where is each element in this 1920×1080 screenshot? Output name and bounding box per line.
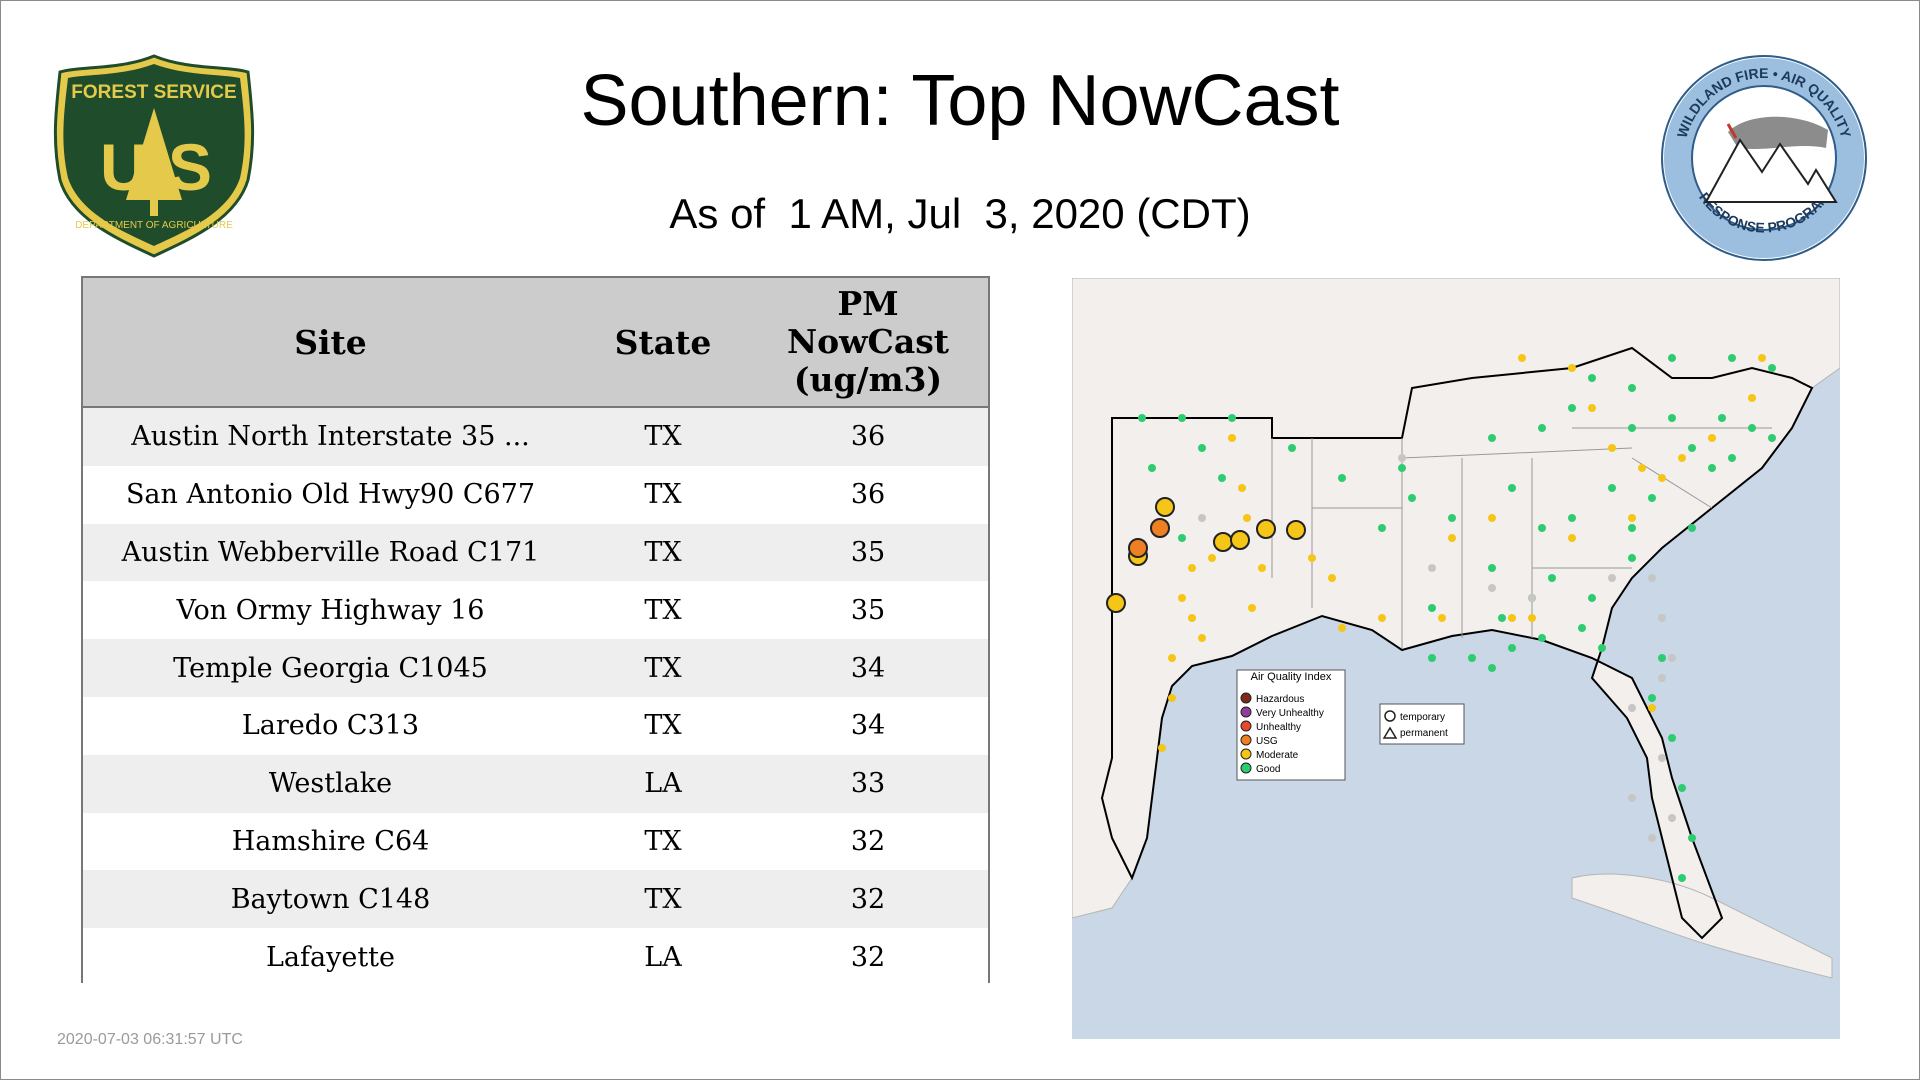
cell-state: TX [644, 421, 682, 453]
top-sites-markers [1106, 497, 1306, 613]
table-row: Temple Georgia C1045 TX 34 [83, 639, 988, 697]
table-row: Lafayette LA 32 [83, 928, 988, 986]
table-row: Austin North Interstate 35 ... TX 36 [83, 408, 988, 466]
cell-state: TX [644, 883, 682, 915]
table-header: Site State PM NowCast (ug/m3) [83, 278, 988, 408]
cell-site: Temple Georgia C1045 [173, 652, 488, 684]
header-pm-nowcast: PM NowCast (ug/m3) [748, 285, 988, 399]
legend-hazardous: Hazardous [1256, 694, 1304, 705]
wildland-fire-air-quality-logo: WILDLAND FIRE • AIR QUALITY RESPONSE PRO… [1661, 55, 1867, 261]
forest-service-logo: U S FOREST SERVICE DEPARTMENT OF AGRICUL… [53, 54, 255, 258]
legend-very-unhealthy: Very Unhealthy [1256, 708, 1324, 719]
good-sites [1138, 354, 1776, 882]
cell-state: TX [644, 594, 682, 626]
header-pm-line2: NowCast [786, 322, 950, 361]
logo-letter-u: U [100, 130, 148, 204]
cell-site: Lafayette [265, 941, 396, 973]
cell-site: Hamshire C64 [231, 825, 430, 857]
cell-pm: 36 [850, 479, 886, 511]
cell-site: San Antonio Old Hwy90 C677 [125, 479, 536, 511]
cell-state: TX [644, 536, 682, 568]
cell-site: Laredo C313 [241, 710, 420, 742]
cell-pm: 33 [850, 768, 886, 800]
cell-state: TX [644, 825, 682, 857]
table-row: Westlake LA 33 [83, 754, 988, 813]
cell-state: LA [644, 941, 682, 973]
header-pm-line1: PM [837, 284, 899, 323]
cell-pm: 32 [850, 941, 886, 973]
cell-pm: 32 [850, 883, 886, 915]
legend-good: Good [1256, 764, 1280, 775]
header-state: State [614, 322, 712, 362]
cell-site: Von Ormy Highway 16 [176, 594, 485, 626]
legend-title: Air Quality Index [1251, 671, 1332, 683]
table-row: Austin Webberville Road C171 TX 35 [83, 523, 988, 582]
air-quality-map: Air Quality Index Hazardous Very Unhealt… [1072, 278, 1840, 1039]
cell-site: Baytown C148 [230, 883, 431, 915]
shape-legend-temporary: temporary [1400, 712, 1445, 723]
table-body: Austin North Interstate 35 ... TX 36 San A… [83, 408, 988, 986]
map-cuba [1571, 873, 1833, 979]
state-borders [1271, 427, 1772, 648]
legend-moderate: Moderate [1256, 750, 1299, 761]
table-row: Baytown C148 TX 32 [83, 870, 988, 929]
cell-pm: 35 [850, 594, 886, 626]
cell-site: Austin North Interstate 35 ... [131, 421, 530, 453]
cell-site: Westlake [268, 768, 393, 800]
top-nowcast-table: Site State PM NowCast (ug/m3) Austin Nor… [81, 276, 990, 986]
legend-usg: USG [1256, 736, 1278, 747]
cell-state: TX [644, 652, 682, 684]
svg-text:FOREST SERVICE: FOREST SERVICE [71, 82, 236, 103]
cell-pm: 34 [850, 652, 886, 684]
cell-state: TX [644, 710, 682, 742]
shape-legend: temporary permanent [1379, 703, 1465, 745]
moderate-sites-small [1158, 354, 1766, 752]
header-pm-line3: (ug/m3) [793, 360, 943, 399]
cell-pm: 32 [850, 825, 886, 857]
header-site: Site [294, 322, 367, 362]
table-row: San Antonio Old Hwy90 C677 TX 36 [83, 465, 988, 524]
aqi-legend: Air Quality Index Hazardous Very Unhealt… [1236, 669, 1346, 781]
cell-state: LA [644, 768, 682, 800]
logo-letter-s: S [168, 130, 212, 204]
nodata-sites [1198, 454, 1676, 842]
cell-state: TX [644, 479, 682, 511]
table-row: Von Ormy Highway 16 TX 35 [83, 581, 988, 640]
cell-pm: 34 [850, 710, 886, 742]
permanent-triangle-icon [1382, 726, 1398, 739]
page-subtitle: As of 1 AM, Jul 3, 2020 (CDT) [669, 190, 1251, 237]
svg-text:DEPARTMENT OF AGRICULTURE: DEPARTMENT OF AGRICULTURE [75, 220, 233, 231]
legend-unhealthy: Unhealthy [1256, 722, 1301, 733]
page-title: Southern: Top NowCast [580, 61, 1340, 141]
timestamp-footer: 2020-07-03 06:31:57 UTC [57, 1031, 243, 1048]
table-row: Hamshire C64 TX 32 [83, 812, 988, 871]
cell-pm: 36 [850, 421, 886, 453]
cell-site: Austin Webberville Road C171 [121, 536, 540, 568]
table-row: Laredo C313 TX 34 [83, 696, 988, 755]
temporary-circle-icon [1384, 710, 1396, 722]
shape-legend-permanent: permanent [1400, 728, 1448, 739]
cell-pm: 35 [850, 536, 886, 568]
